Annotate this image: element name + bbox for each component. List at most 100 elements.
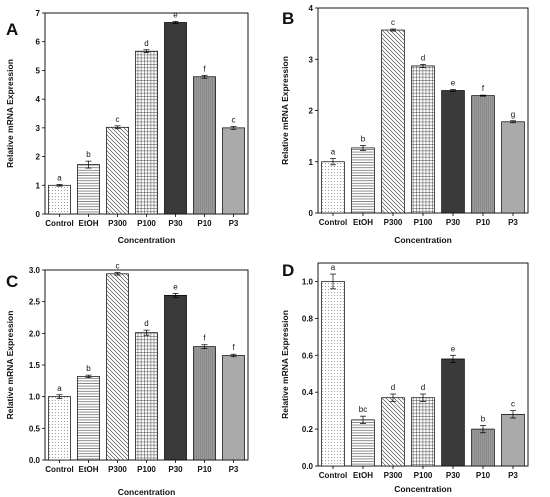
significance-label: e xyxy=(451,78,456,87)
significance-label: d xyxy=(421,383,425,392)
bar-control xyxy=(321,161,345,214)
y-tick-label: 5 xyxy=(36,66,41,75)
x-tick-label: EtOH xyxy=(79,219,99,228)
y-tick-label: 0.8 xyxy=(302,314,314,323)
significance-label: g xyxy=(511,110,515,119)
bar-etoh xyxy=(77,164,100,215)
x-tick-label: Control xyxy=(45,219,73,228)
significance-label: b xyxy=(361,134,366,143)
y-tick-label: 0 xyxy=(309,209,314,218)
panel-b: B 0 1 2 3 4 a Control b EtOH c P300 d P100 e P30 f P10 g P3… xyxy=(280,4,529,245)
significance-label: f xyxy=(203,334,206,343)
y-tick-label: 3 xyxy=(309,55,314,64)
x-tick-label: P300 xyxy=(384,218,403,227)
x-tick-label: P3 xyxy=(508,218,518,227)
y-tick-label: 0 xyxy=(36,210,41,219)
x-tick-label: P100 xyxy=(414,471,433,480)
panel-c: C 0.0 0.5 1.0 1.5 2.0 2.5 3.0 a Control b EtOH c P300… xyxy=(5,262,249,497)
bar-etoh xyxy=(351,419,375,467)
significance-label: bc xyxy=(359,405,367,414)
x-tick-label: P3 xyxy=(229,219,239,228)
bar-p30 xyxy=(164,22,187,215)
x-tick-label: EtOH xyxy=(353,471,373,480)
significance-label: c xyxy=(511,400,515,409)
significance-label: c xyxy=(391,18,395,27)
significance-label: a xyxy=(57,173,62,182)
y-axis-title: Relative mRNA Expression xyxy=(5,59,15,168)
y-tick-label: 1 xyxy=(309,158,314,167)
y-tick-label: 4 xyxy=(36,95,41,104)
significance-label: b xyxy=(481,414,486,423)
bar-p30 xyxy=(441,358,465,467)
bar-p100 xyxy=(135,50,158,215)
bar-p10 xyxy=(471,428,495,467)
bar-control xyxy=(48,396,71,461)
y-tick-label: 4 xyxy=(309,4,314,13)
x-tick-label: P100 xyxy=(137,465,156,474)
significance-label: a xyxy=(57,384,62,393)
y-axis-title: Relative mRNA Expression xyxy=(280,56,290,165)
x-axis-title: Concentration xyxy=(394,484,452,494)
x-tick-label: P30 xyxy=(446,218,461,227)
x-tick-label: P300 xyxy=(108,465,127,474)
x-axis-title: Concentration xyxy=(118,487,176,497)
bar-p100 xyxy=(411,65,435,214)
x-tick-label: Control xyxy=(45,465,73,474)
bar-p300 xyxy=(106,126,129,215)
x-tick-label: P10 xyxy=(197,465,212,474)
significance-label: d xyxy=(144,39,148,48)
y-axis-title: Relative mRNA Expression xyxy=(280,310,290,419)
bar-p3 xyxy=(501,121,525,214)
y-tick-label: 0.4 xyxy=(302,388,314,397)
significance-label: f xyxy=(232,343,235,352)
bar-control xyxy=(48,184,71,215)
bar-p300 xyxy=(106,273,129,461)
bar-p100 xyxy=(411,397,435,467)
x-tick-label: P30 xyxy=(168,465,183,474)
y-tick-label: 1 xyxy=(36,181,41,190)
bar-control xyxy=(321,281,345,467)
x-tick-label: P300 xyxy=(384,471,403,480)
bar-etoh xyxy=(351,147,375,214)
bar-p300 xyxy=(381,29,405,214)
significance-label: e xyxy=(173,282,178,291)
panel-d: D0.00.20.40.60.81.0aControlbcEtOHdP300dP… xyxy=(280,261,529,494)
x-tick-label: P300 xyxy=(108,219,127,228)
y-tick-label: 2 xyxy=(309,107,314,116)
y-tick-label: 0.0 xyxy=(29,456,41,465)
x-tick-label: P30 xyxy=(168,219,183,228)
significance-label: e xyxy=(451,344,456,353)
significance-label: e xyxy=(173,10,178,19)
x-tick-label: P10 xyxy=(476,471,491,480)
y-tick-label: 3.0 xyxy=(29,266,41,275)
bar-p300 xyxy=(381,397,405,467)
bar-p10 xyxy=(193,76,216,215)
bar-p30 xyxy=(164,294,187,461)
x-tick-label: P30 xyxy=(446,471,461,480)
panel-letter: A xyxy=(6,20,18,39)
significance-label: d xyxy=(421,53,425,62)
x-tick-label: EtOH xyxy=(79,465,99,474)
bar-p30 xyxy=(441,90,465,214)
panel-letter: D xyxy=(282,261,294,280)
significance-label: f xyxy=(203,64,206,73)
x-tick-label: P100 xyxy=(414,218,433,227)
y-tick-label: 0.5 xyxy=(29,424,41,433)
panel-a: A 0 1 2 3 4 5 6 7 a Control b EtOH c P300 d P100 e P30 f P10… xyxy=(5,9,249,245)
x-tick-label: P3 xyxy=(229,465,239,474)
y-tick-label: 2.5 xyxy=(29,298,41,307)
significance-label: a xyxy=(331,263,336,272)
significance-label: d xyxy=(391,383,395,392)
x-tick-label: P10 xyxy=(476,218,491,227)
significance-label: b xyxy=(86,364,91,373)
y-tick-label: 2 xyxy=(36,153,41,162)
bar-p3 xyxy=(222,127,245,215)
y-axis-title: Relative mRNA Expression xyxy=(5,311,15,420)
y-tick-label: 6 xyxy=(36,38,41,47)
x-tick-label: P10 xyxy=(197,219,212,228)
significance-label: a xyxy=(331,148,336,157)
bar-p10 xyxy=(193,346,216,461)
significance-label: c xyxy=(232,115,236,124)
significance-label: c xyxy=(116,115,120,124)
